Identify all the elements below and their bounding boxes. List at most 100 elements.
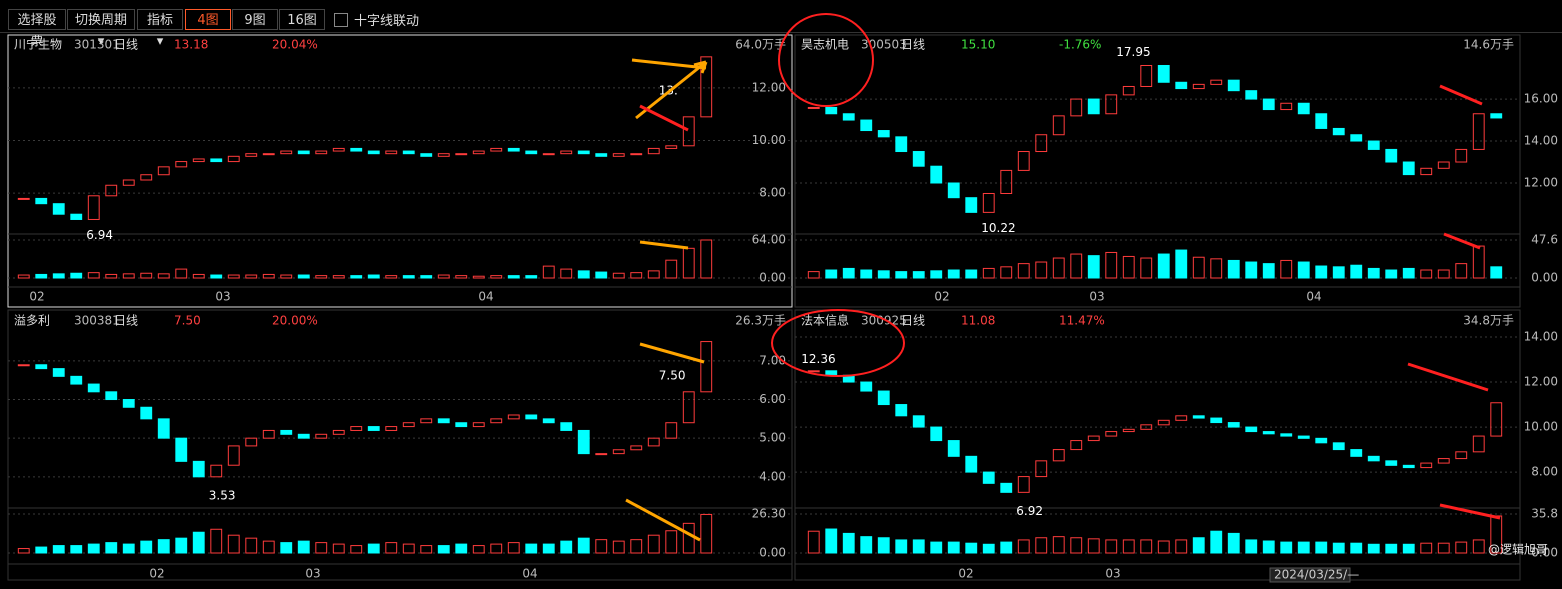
candle <box>402 422 415 428</box>
candle <box>1157 64 1170 83</box>
volume-bar <box>105 273 118 279</box>
arrow <box>639 104 689 132</box>
volume-bar <box>612 272 625 279</box>
y-tick-label: 8.00 <box>759 186 786 200</box>
candle <box>1402 161 1415 176</box>
volume-bar <box>1420 269 1433 279</box>
candle <box>332 147 345 152</box>
y-tick-label: 12.00 <box>1524 375 1558 389</box>
candle <box>1367 140 1380 150</box>
volume-bar <box>315 542 328 554</box>
volume-bar <box>1052 536 1065 554</box>
candle <box>1140 64 1153 87</box>
candle <box>490 418 503 424</box>
candle <box>87 383 100 393</box>
volume-bar <box>192 273 205 279</box>
volume-bar <box>930 541 943 554</box>
volume-bar <box>280 542 293 554</box>
volume-bar <box>965 542 978 554</box>
volume-bar <box>402 275 415 279</box>
candle <box>17 197 30 200</box>
extreme-label: 6.92 <box>1016 504 1043 518</box>
candle <box>1087 435 1100 442</box>
layout-16[interactable]: 16图 <box>279 9 325 30</box>
y-tick-label: 14.00 <box>1524 330 1558 344</box>
candle <box>245 437 258 447</box>
select-stock[interactable]: 选择股票 <box>8 9 66 49</box>
candle <box>542 153 555 156</box>
volume-bar <box>210 528 223 554</box>
candle <box>140 406 153 420</box>
layout-4[interactable]: 4图 <box>185 9 231 30</box>
change: 20.00% <box>272 314 318 328</box>
panel-frame <box>794 309 1521 581</box>
stock-code: 300925 <box>861 314 907 328</box>
volume-bar <box>420 275 433 279</box>
candle <box>1280 102 1293 111</box>
volume-bar <box>157 273 170 279</box>
candle <box>367 426 380 431</box>
volume-bar <box>1122 255 1135 279</box>
period[interactable]: 切换周期 ▾ <box>67 9 135 49</box>
candle <box>52 203 65 215</box>
candle <box>472 150 485 155</box>
volume-bar <box>1087 255 1100 279</box>
indicator[interactable]: 指标 ▾ <box>137 9 183 49</box>
date-label: 04 <box>522 567 537 581</box>
candle <box>1385 148 1398 163</box>
y-tick-label: 10.00 <box>752 133 786 147</box>
candle <box>595 153 608 157</box>
candle <box>35 364 48 370</box>
candle <box>385 150 398 155</box>
y-tick-label: 5.00 <box>759 431 786 445</box>
candle <box>1052 449 1065 462</box>
change: 11.47% <box>1059 314 1105 328</box>
candle <box>525 150 538 155</box>
candle <box>1385 460 1398 466</box>
volume-bar <box>332 543 345 554</box>
panel-frame <box>7 34 793 308</box>
candle <box>1245 426 1258 433</box>
volume-bar <box>350 275 363 279</box>
candle <box>982 192 995 213</box>
candle <box>1297 102 1310 115</box>
candle <box>210 464 223 478</box>
candle <box>982 471 995 484</box>
candle <box>1280 433 1293 437</box>
arrow <box>1407 362 1489 392</box>
volume-bar <box>1000 541 1013 554</box>
volume-bar <box>280 274 293 279</box>
layout-9[interactable]: 9图 <box>232 9 278 30</box>
volume-bar <box>895 271 908 279</box>
volume-bar <box>877 537 890 554</box>
volume-bar <box>825 269 838 279</box>
volume-bar <box>1315 265 1328 279</box>
arrow <box>1443 232 1481 250</box>
volume-bar <box>1437 269 1450 279</box>
candle <box>860 381 873 392</box>
candle <box>1402 464 1415 469</box>
volume-bar <box>315 275 328 279</box>
volume-bar <box>665 259 678 279</box>
price: 7.50 <box>174 314 201 328</box>
candle <box>297 150 310 155</box>
stock-code: 300381 <box>74 314 120 328</box>
volume-bar <box>577 270 590 279</box>
checkbox[interactable] <box>334 13 348 27</box>
candle <box>1227 422 1240 428</box>
candle <box>1035 460 1048 478</box>
candle <box>175 437 188 462</box>
period: 日线 <box>114 38 138 52</box>
candle <box>1455 148 1468 163</box>
volume-bar <box>1280 541 1293 554</box>
candle <box>455 422 468 428</box>
candle <box>1157 419 1170 426</box>
volume-total: 34.8万手 <box>1463 314 1514 328</box>
volume-bar <box>1070 537 1083 554</box>
volume-bar <box>262 273 275 279</box>
candle <box>1490 113 1503 119</box>
volume-bar <box>1455 541 1468 554</box>
candle <box>1000 169 1013 194</box>
crosshair-label[interactable]: 十字线联动 <box>354 14 420 29</box>
volume-total: 64.0万手 <box>735 38 786 52</box>
